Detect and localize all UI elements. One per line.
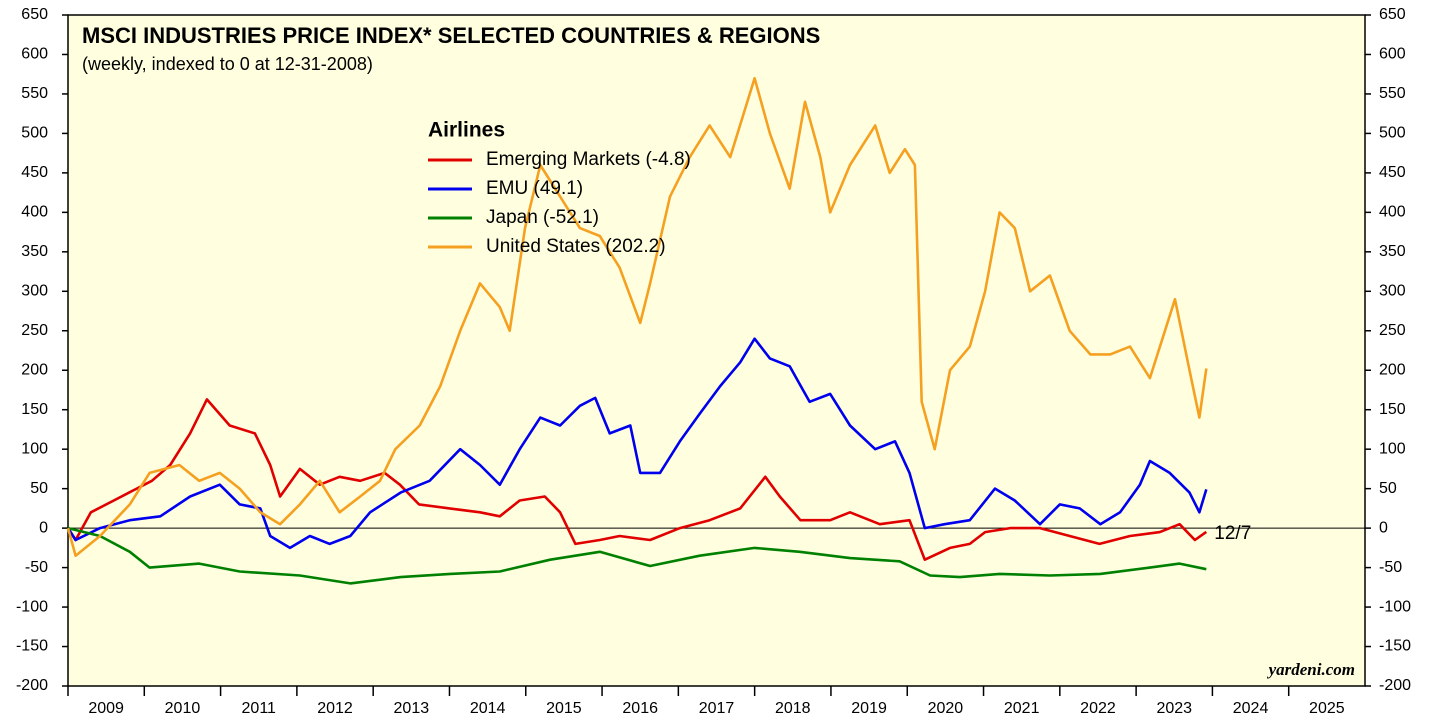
x-tick-label: 2017	[699, 700, 735, 717]
y-tick-label: 600	[21, 46, 48, 63]
y-tick-label: 200	[21, 361, 48, 378]
legend-label: Japan (-52.1)	[486, 207, 599, 228]
y2-tick-label: 500	[1379, 125, 1406, 142]
x-tick-label: 2021	[1004, 700, 1040, 717]
source: yardeni.com	[1267, 660, 1355, 679]
y2-tick-label: -150	[1379, 638, 1411, 655]
legend-label: United States (202.2)	[486, 236, 666, 257]
x-tick-label: 2020	[928, 700, 964, 717]
chart-title: MSCI INDUSTRIES PRICE INDEX* SELECTED CO…	[82, 23, 820, 48]
y-tick-label: -150	[16, 638, 48, 655]
y-tick-label: 400	[21, 204, 48, 221]
y-tick-label: 100	[21, 440, 48, 457]
x-tick-label: 2019	[851, 700, 887, 717]
y-tick-label: 300	[21, 283, 48, 300]
x-tick-label: 2018	[775, 700, 811, 717]
y-tick-label: 50	[30, 480, 48, 497]
y2-tick-label: 450	[1379, 164, 1406, 181]
y-tick-label: 250	[21, 322, 48, 339]
series-line	[67, 526, 1207, 585]
y-tick-label: 150	[21, 401, 48, 418]
y2-tick-label: 350	[1379, 243, 1406, 260]
y2-tick-label: -50	[1379, 559, 1402, 576]
x-tick-label: 2011	[242, 700, 277, 717]
end-annotation: 12/7	[1214, 523, 1251, 544]
y2-tick-label: 650	[1379, 6, 1406, 23]
chart-subtitle: (weekly, indexed to 0 at 12-31-2008)	[82, 54, 373, 74]
y-tick-label: 450	[21, 164, 48, 181]
y-tick-label: 650	[21, 6, 48, 23]
y2-tick-label: 400	[1379, 204, 1406, 221]
x-tick-label: 2015	[546, 700, 582, 717]
y2-tick-label: -200	[1379, 677, 1411, 694]
x-tick-label: 2009	[88, 700, 124, 717]
legend-title: Airlines	[428, 119, 505, 142]
x-tick-label: 2014	[470, 700, 506, 717]
x-tick-label: 2016	[622, 700, 658, 717]
y-tick-label: 350	[21, 243, 48, 260]
y2-tick-label: 300	[1379, 283, 1406, 300]
x-tick-label: 2023	[1156, 700, 1192, 717]
x-tick-label: 2013	[394, 700, 430, 717]
y2-tick-label: 50	[1379, 480, 1397, 497]
y2-tick-label: 100	[1379, 440, 1406, 457]
x-tick-label: 2012	[317, 700, 353, 717]
series-line	[66, 76, 1208, 557]
y-tick-label: 0	[39, 519, 48, 536]
legend-label: EMU (49.1)	[486, 178, 583, 199]
y-tick-label: -100	[16, 598, 48, 615]
x-tick-label: 2010	[165, 700, 201, 717]
series-line	[66, 337, 1208, 550]
y2-tick-label: -100	[1379, 598, 1411, 615]
y2-tick-label: 150	[1379, 401, 1406, 418]
y2-tick-label: 250	[1379, 322, 1406, 339]
series-line	[66, 398, 1208, 561]
y-tick-label: 550	[21, 85, 48, 102]
y-tick-label: -200	[16, 677, 48, 694]
y2-tick-label: 600	[1379, 46, 1406, 63]
y-tick-label: 500	[21, 125, 48, 142]
legend-label: Emerging Markets (-4.8)	[486, 149, 691, 170]
y2-tick-label: 200	[1379, 361, 1406, 378]
plot-area	[67, 14, 1366, 687]
y2-tick-label: 0	[1379, 519, 1388, 536]
x-tick-label: 2022	[1080, 700, 1116, 717]
y2-tick-label: 550	[1379, 85, 1406, 102]
x-tick-label: 2025	[1309, 700, 1345, 717]
y-tick-label: -50	[25, 559, 48, 576]
x-tick-label: 2024	[1233, 700, 1269, 717]
